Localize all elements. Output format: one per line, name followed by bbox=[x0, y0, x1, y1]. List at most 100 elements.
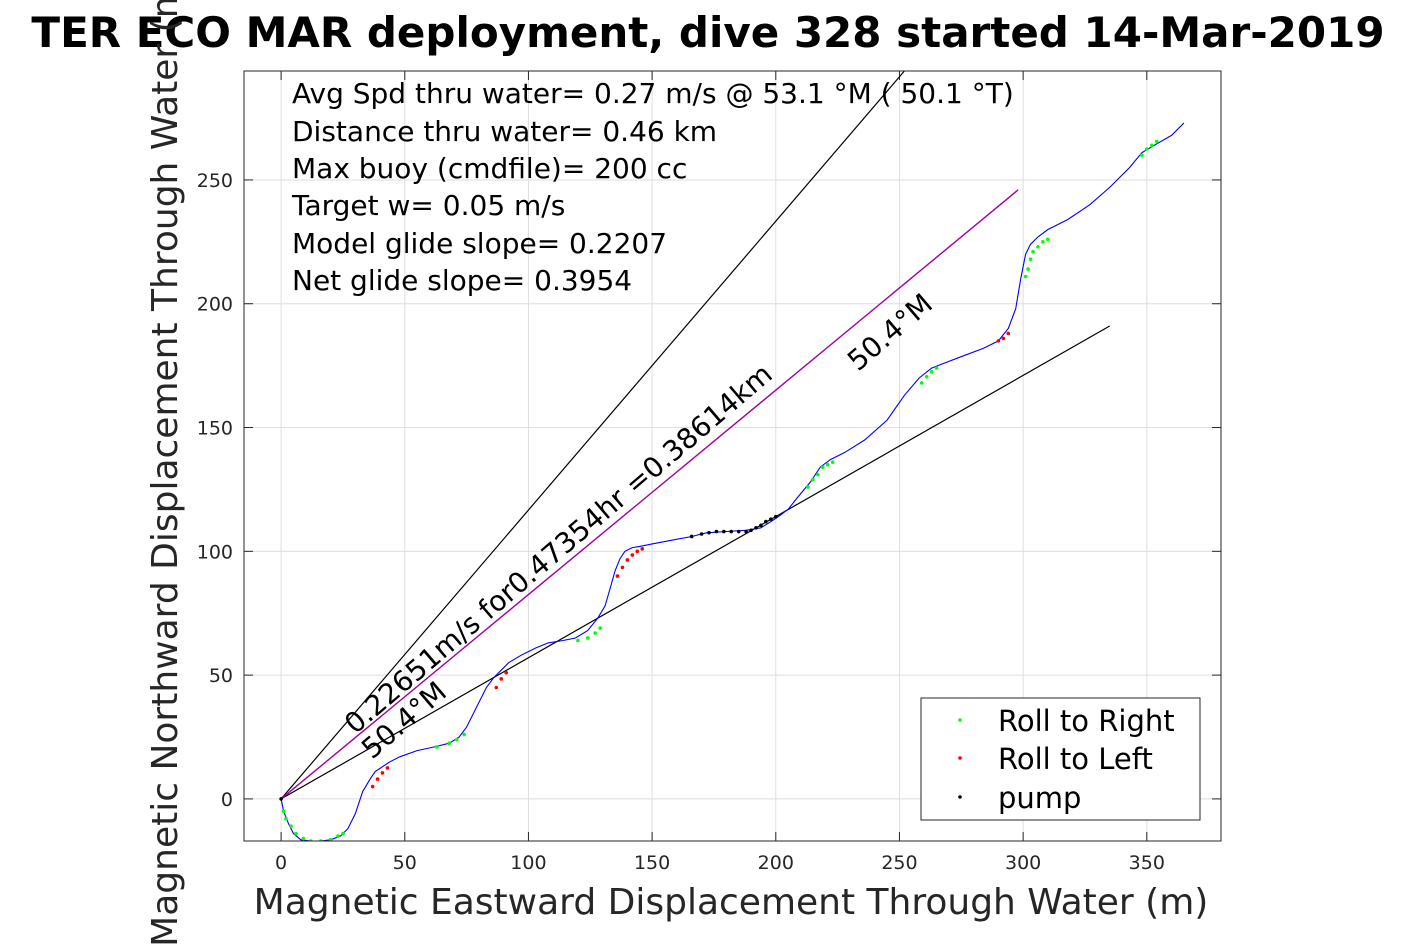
roll-right-point bbox=[825, 462, 830, 467]
roll-left-point bbox=[494, 685, 499, 690]
legend-box bbox=[920, 697, 1201, 821]
lower-bound-heading-line bbox=[280, 325, 1110, 800]
stats-line-max-buoy: Max buoy (cmdfile)= 200 cc bbox=[292, 152, 687, 185]
pump-point bbox=[759, 523, 763, 528]
upper-bound-heading-line bbox=[280, 71, 905, 800]
ticks bbox=[244, 71, 1221, 841]
roll-right-point bbox=[462, 732, 466, 737]
pump-point bbox=[722, 529, 726, 534]
roll-right-point bbox=[929, 370, 934, 374]
roll-right-point bbox=[811, 477, 815, 482]
origin-point bbox=[279, 797, 283, 801]
reference-lines bbox=[280, 71, 1110, 800]
stats-line-target-w: Target w= 0.05 m/s bbox=[291, 189, 565, 222]
x-tick-label: 100 bbox=[510, 852, 546, 874]
roll-right-point bbox=[830, 460, 835, 464]
roll-left-point bbox=[625, 558, 630, 562]
roll-left-point bbox=[504, 670, 508, 675]
roll-left-point bbox=[640, 547, 645, 551]
tick-labels: 0 50 100 150 200 250 300 350 0 50 100 150 200 250 bbox=[197, 170, 1165, 874]
legend-label-pump: pump bbox=[998, 781, 1081, 815]
pump-point bbox=[744, 529, 748, 534]
stats-line-net-glide: Net glide slope= 0.3954 bbox=[292, 264, 632, 297]
track-line bbox=[280, 122, 1185, 841]
legend-label-roll-left: Roll to Left bbox=[998, 742, 1153, 776]
y-tick-label: 0 bbox=[221, 789, 233, 811]
roll-right-point bbox=[1031, 249, 1035, 254]
net-velocity-line bbox=[280, 189, 1019, 800]
roll-right-point bbox=[294, 831, 298, 836]
stats-line-model-glide: Model glide slope= 0.2207 bbox=[292, 227, 667, 260]
x-axis-label: Magnetic Eastward Displacement Through W… bbox=[254, 882, 1209, 923]
x-tick-label: 350 bbox=[1129, 852, 1165, 874]
pump-point bbox=[699, 532, 704, 536]
roll-right-point bbox=[1023, 274, 1028, 279]
roll-right-point bbox=[593, 631, 598, 635]
pump-point bbox=[749, 528, 753, 533]
roll-right-point bbox=[816, 472, 820, 477]
roll-left-point bbox=[996, 339, 1001, 343]
x-tick-label: 200 bbox=[758, 852, 794, 874]
y-tick-label: 250 bbox=[197, 170, 233, 192]
legend-marker-roll-left bbox=[958, 756, 962, 760]
roll-right-point bbox=[447, 741, 452, 746]
roll-left-point bbox=[630, 553, 635, 557]
x-tick-label: 300 bbox=[1005, 852, 1041, 874]
roll-right-point bbox=[1046, 237, 1050, 242]
roll-left-point bbox=[375, 777, 380, 781]
y-tick-label: 50 bbox=[209, 665, 233, 687]
roll-right-point bbox=[454, 737, 459, 742]
roll-right-point bbox=[924, 374, 929, 379]
series-group bbox=[279, 122, 1185, 841]
chart-title: TER ECO MAR deployment, dive 328 started… bbox=[31, 8, 1384, 57]
plot-frame bbox=[243, 70, 1222, 842]
legend-marker-pump bbox=[958, 795, 962, 799]
x-tick-label: 250 bbox=[881, 852, 917, 874]
roll-right-point bbox=[284, 816, 288, 821]
roll-left-point bbox=[385, 766, 390, 770]
roll-right-point bbox=[301, 836, 306, 841]
stats-block: Avg Spd thru water= 0.27 m/s @ 53.1 °M (… bbox=[291, 77, 1014, 297]
legend-marker-roll-right bbox=[958, 718, 962, 722]
roll-right-point bbox=[919, 381, 924, 385]
roll-right-point bbox=[1026, 267, 1030, 271]
y-tick-label: 100 bbox=[197, 541, 233, 563]
pump-point bbox=[773, 514, 778, 519]
y-tick-label: 200 bbox=[197, 294, 233, 316]
roll-right-point bbox=[1041, 240, 1045, 244]
roll-right-point bbox=[336, 834, 340, 838]
roll-right-point bbox=[586, 636, 590, 640]
roll-left-point bbox=[499, 677, 504, 681]
y-tick-label: 150 bbox=[197, 418, 233, 440]
x-tick-label: 0 bbox=[275, 852, 287, 874]
roll-left-point bbox=[380, 771, 385, 775]
stats-line-speed: Avg Spd thru water= 0.27 m/s @ 53.1 °M (… bbox=[292, 77, 1014, 110]
roll-left-point bbox=[370, 784, 375, 789]
roll-left-point bbox=[620, 565, 625, 570]
legend-label-roll-right: Roll to Right bbox=[998, 704, 1175, 738]
pump-point bbox=[689, 534, 694, 539]
roll-right-point bbox=[1140, 153, 1144, 157]
roll-right-point bbox=[1036, 244, 1040, 249]
pump-point bbox=[729, 529, 734, 534]
roll-right-point bbox=[1144, 147, 1149, 151]
roll-right-point bbox=[435, 745, 439, 749]
roll-right-point bbox=[820, 465, 825, 469]
roll-right-point bbox=[1028, 257, 1033, 261]
roll-left-point bbox=[1006, 331, 1011, 336]
pump-point bbox=[707, 530, 711, 535]
roll-right-point bbox=[281, 809, 286, 814]
roll-right-point bbox=[934, 366, 939, 370]
roll-right-point bbox=[289, 824, 293, 828]
roll-right-point bbox=[598, 626, 602, 630]
roll-right-point bbox=[341, 831, 345, 836]
roll-left-point bbox=[635, 549, 640, 554]
pump-point bbox=[714, 529, 719, 534]
stats-line-distance: Distance thru water= 0.46 km bbox=[292, 115, 717, 148]
pump-point bbox=[754, 526, 758, 530]
x-tick-label: 150 bbox=[634, 852, 670, 874]
roll-left-point bbox=[615, 574, 620, 578]
roll-right-point bbox=[328, 837, 333, 841]
